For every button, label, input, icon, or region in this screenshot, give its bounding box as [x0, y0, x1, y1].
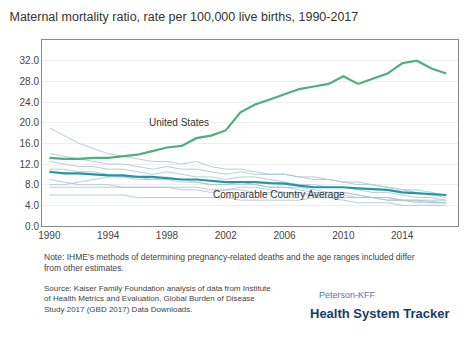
- svg-text:Source: Kaiser Family Foundati: Source: Kaiser Family Foundation analysi…: [44, 284, 271, 314]
- svg-text:12.0: 12.0: [20, 159, 40, 170]
- svg-text:16.0: 16.0: [20, 138, 40, 149]
- svg-text:2002: 2002: [215, 230, 238, 241]
- svg-text:20.0: 20.0: [20, 117, 40, 128]
- svg-text:28.0: 28.0: [20, 76, 40, 87]
- svg-text:24.0: 24.0: [20, 97, 40, 108]
- svg-text:1998: 1998: [156, 230, 179, 241]
- svg-text:0.0: 0.0: [25, 221, 39, 232]
- svg-text:1994: 1994: [97, 230, 120, 241]
- svg-text:2014: 2014: [391, 230, 414, 241]
- svg-text:1990: 1990: [38, 230, 61, 241]
- svg-text:2006: 2006: [273, 230, 296, 241]
- svg-text:Peterson-KFF: Peterson-KFF: [319, 290, 376, 300]
- svg-text:8.0: 8.0: [25, 179, 39, 190]
- svg-text:Health System Tracker: Health System Tracker: [310, 306, 449, 321]
- svg-text:Note: IHME’s methods of determ: Note: IHME’s methods of determining preg…: [44, 252, 415, 273]
- svg-text:2010: 2010: [332, 230, 355, 241]
- svg-text:United States: United States: [149, 117, 209, 128]
- svg-text:4.0: 4.0: [25, 200, 39, 211]
- svg-text:Maternal mortality ratio, rate: Maternal mortality ratio, rate per 100,0…: [9, 10, 358, 24]
- svg-text:32.0: 32.0: [20, 55, 40, 66]
- svg-text:Comparable Country Average: Comparable Country Average: [213, 189, 345, 200]
